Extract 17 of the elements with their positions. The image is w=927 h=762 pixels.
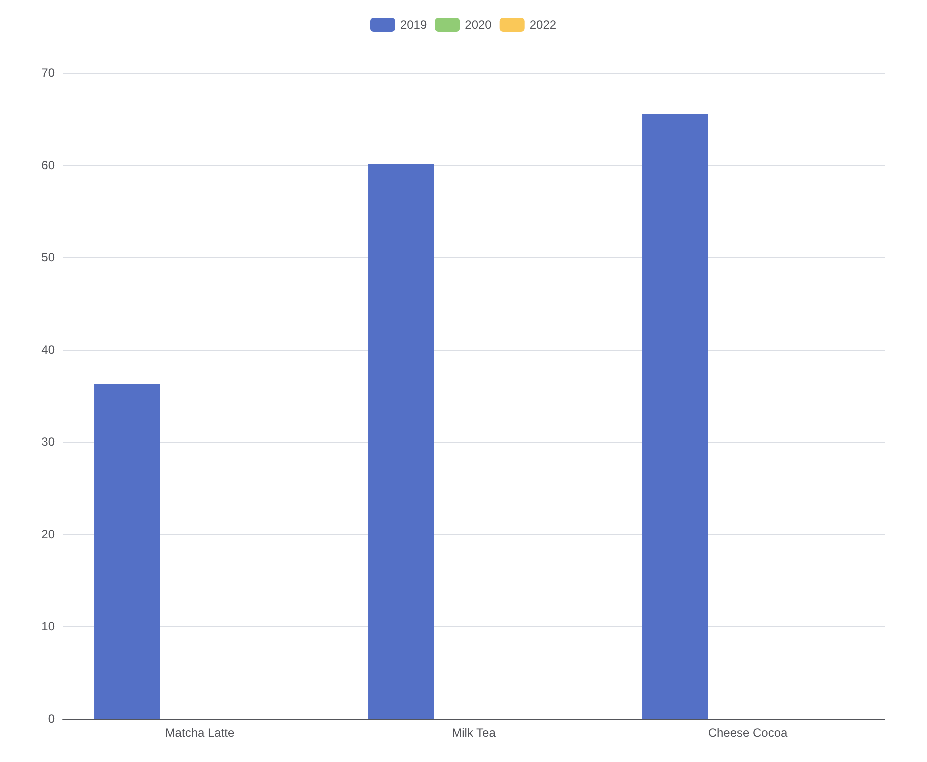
y-tick-label: 30 [42,435,56,450]
y-tick-label: 0 [48,712,56,726]
y-tick-label: 70 [42,66,56,80]
x-tick-label: Matcha Latte [165,726,236,740]
legend-label: 2022 [530,18,557,32]
x-tick-label: Cheese Cocoa [708,726,788,740]
bar [94,384,160,719]
y-tick-label: 20 [42,527,56,542]
y-tick-label: 40 [42,342,56,357]
legend-label: 2020 [465,18,492,32]
y-tick-label: 10 [42,620,56,634]
y-tick-label: 60 [42,158,56,172]
y-tick-label: 50 [42,250,56,265]
bar [642,114,708,719]
x-tick-label: Milk Tea [452,726,496,740]
legend-label: 2019 [400,18,428,32]
bar [368,164,434,719]
